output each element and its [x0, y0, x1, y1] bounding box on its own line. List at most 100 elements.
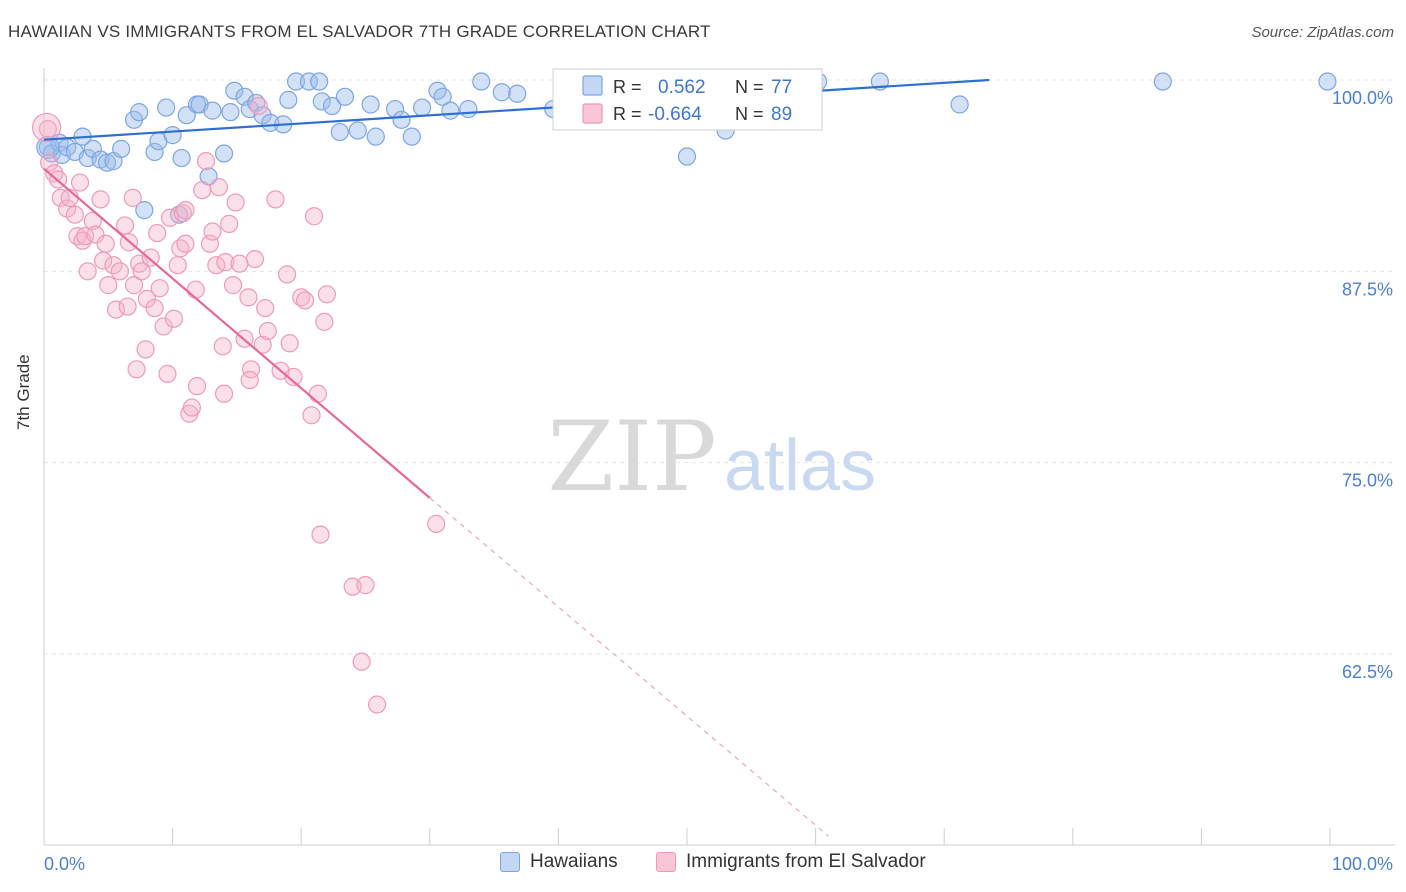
- point-hawaiians-69: [1153, 72, 1172, 91]
- trend-line-el-salvador-extension: [429, 497, 829, 837]
- point-el-salvador-43: [176, 234, 195, 253]
- point-hawaiians-44: [348, 121, 367, 140]
- point-hawaiians-36: [279, 90, 298, 109]
- watermark-atlas: atlas: [724, 426, 876, 506]
- point-el-salvador-77: [315, 312, 334, 331]
- point-el-salvador-79: [311, 525, 330, 544]
- point-el-salvador-71: [284, 367, 303, 387]
- point-el-salvador-88: [209, 178, 228, 197]
- point-el-salvador-55: [220, 214, 239, 233]
- point-el-salvador-65: [256, 298, 275, 318]
- bottom-legend-label-hawaiians: Hawaiians: [530, 851, 618, 872]
- point-el-salvador-22: [115, 216, 135, 235]
- point-el-salvador-49: [196, 152, 216, 171]
- legend-r-value-1: 0.562: [658, 77, 706, 98]
- point-el-salvador-large: [31, 112, 62, 143]
- bottom-legend: Hawaiians Immigrants from El Salvador: [0, 851, 1406, 879]
- point-el-salvador-31: [137, 289, 156, 308]
- y-tick-label-2: 87.5%: [1342, 279, 1393, 299]
- point-el-salvador-29: [132, 262, 151, 281]
- point-el-salvador-34: [148, 223, 167, 243]
- legend-swatch-hawaiians: [582, 75, 603, 96]
- legend-r-label-2: R =: [613, 104, 642, 124]
- point-hawaiians-63: [677, 147, 697, 166]
- legend-n-value-1: 77: [771, 77, 792, 98]
- point-el-salvador-87: [240, 370, 259, 390]
- point-el-salvador-18: [99, 276, 118, 295]
- legend-n-value-2: 89: [771, 104, 792, 125]
- point-el-salvador-69: [277, 265, 297, 284]
- chart-title: HAWAIIAN VS IMMIGRANTS FROM EL SALVADOR …: [8, 22, 711, 41]
- point-el-salvador-42: [173, 204, 192, 223]
- point-el-salvador-70: [280, 334, 299, 353]
- trend-lines: [43, 78, 990, 837]
- point-hawaiians-40: [312, 92, 331, 111]
- source-label: Source: ZipAtlas.com: [1251, 24, 1394, 41]
- legend-r-value-2: -0.664: [648, 104, 702, 125]
- point-hawaiians-54: [459, 99, 478, 119]
- point-el-salvador-36: [154, 317, 173, 336]
- point-el-salvador-45: [182, 398, 201, 417]
- x-tick-label-min: 0.0%: [44, 854, 85, 874]
- point-hawaiians-29: [225, 81, 244, 100]
- point-el-salvador-58: [230, 254, 249, 273]
- point-hawaiians-41: [322, 96, 342, 116]
- point-el-salvador-51: [203, 222, 222, 241]
- point-el-salvador-47: [187, 377, 207, 396]
- point-hawaiians-46: [366, 127, 385, 146]
- legend-n-label-1: N =: [735, 77, 764, 97]
- point-hawaiians-15: [135, 201, 154, 220]
- point-el-salvador-14: [86, 225, 105, 244]
- point-el-salvador-21: [110, 262, 129, 281]
- point-hawaiians-48: [392, 110, 411, 129]
- bottom-legend-item-hawaiians[interactable]: Hawaiians: [500, 851, 618, 873]
- watermark: ZIP atlas: [547, 401, 876, 513]
- point-hawaiians-14: [130, 103, 149, 122]
- point-el-salvador-37: [158, 364, 177, 383]
- point-hawaiians-large: [36, 135, 60, 159]
- point-el-salvador-9: [70, 173, 90, 192]
- point-hawaiians-26: [203, 101, 222, 120]
- point-el-salvador-35: [150, 279, 169, 298]
- bottom-legend-swatch-hawaiians: [500, 852, 520, 872]
- legend-r-label-1: R =: [613, 77, 642, 97]
- point-hawaiians-10: [97, 153, 117, 172]
- point-el-salvador-76: [308, 384, 328, 403]
- point-el-salvador-46: [186, 280, 205, 299]
- point-hawaiians-27: [214, 144, 234, 163]
- point-el-salvador-83: [367, 695, 387, 714]
- y-tick-label-3: 100.0%: [1332, 88, 1393, 108]
- bottom-legend-label-el-salvador: Immigrants from El Salvador: [686, 851, 926, 872]
- point-el-salvador-0: [38, 119, 57, 139]
- point-el-salvador-25: [123, 188, 142, 207]
- point-el-salvador-64: [253, 335, 272, 354]
- tick-labels: 62.5% 75.0% 87.5% 100.0% 0.0% 100.0%: [44, 88, 1393, 874]
- bottom-legend-item-el-salvador[interactable]: Immigrants from El Salvador: [656, 851, 926, 873]
- point-el-salvador-86: [176, 201, 195, 220]
- trend-line-el-salvador: [43, 167, 431, 499]
- point-el-salvador-54: [216, 253, 235, 272]
- point-el-salvador-85: [214, 384, 234, 403]
- point-hawaiians-45: [361, 95, 380, 114]
- point-el-salvador-39: [164, 309, 183, 328]
- legend-box: R = 0.562 N = 77 R = -0.664 N = 89: [552, 68, 823, 131]
- point-el-salvador-33: [145, 298, 164, 318]
- point-hawaiians-28: [221, 103, 240, 122]
- point-hawaiians-21: [172, 148, 191, 168]
- point-el-salvador-20: [106, 300, 126, 319]
- point-hawaiians-19: [163, 126, 182, 145]
- point-el-salvador-32: [141, 248, 160, 267]
- point-hawaiians-68: [950, 95, 969, 114]
- point-el-salvador-27: [127, 360, 146, 379]
- trend-line-hawaiians: [43, 78, 990, 141]
- legend-swatch-el-salvador: [582, 103, 603, 124]
- point-hawaiians-43: [335, 87, 355, 106]
- point-el-salvador-67: [266, 190, 285, 209]
- point-hawaiians-56: [492, 83, 511, 102]
- point-el-salvador-75: [304, 207, 324, 226]
- axes: [43, 68, 1395, 846]
- watermark-zip: ZIP: [547, 401, 716, 513]
- point-hawaiians-49: [402, 127, 421, 146]
- point-hawaiians-39: [310, 72, 329, 91]
- point-el-salvador-15: [91, 190, 110, 209]
